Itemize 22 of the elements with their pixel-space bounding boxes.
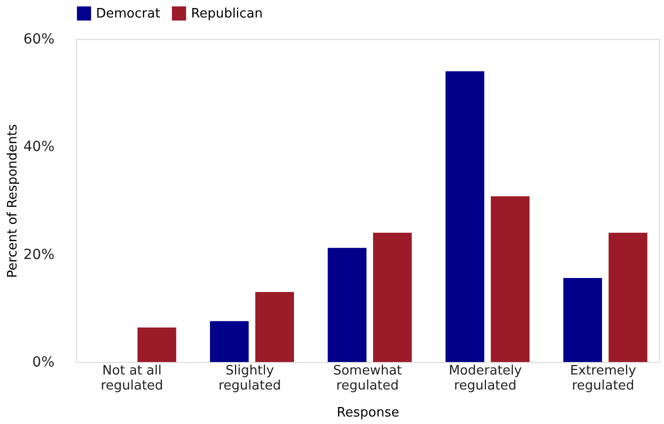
bar	[373, 232, 412, 362]
bar	[328, 248, 366, 362]
x-tick-label: Not at all regulated	[100, 364, 164, 394]
y-tick-label: 0%	[32, 354, 54, 370]
y-tick-label: 20%	[23, 246, 54, 263]
y-tick-label: 40%	[23, 139, 54, 156]
x-tick-label: Moderately regulated	[448, 364, 522, 394]
x-tick-label: Slightly regulated	[218, 364, 281, 394]
bar	[255, 292, 294, 362]
bar	[210, 321, 249, 362]
bar	[563, 278, 602, 362]
bar	[137, 328, 176, 362]
bar	[608, 232, 648, 362]
y-tick-label: 60%	[23, 32, 54, 48]
y-axis-title: Percent of Respondents	[5, 124, 20, 278]
bar	[446, 71, 484, 362]
bar	[490, 196, 530, 362]
x-axis-title: Response	[336, 406, 400, 420]
legend-label: Republican	[191, 6, 263, 22]
legend-label: Democrat	[96, 6, 160, 22]
x-tick-label: Somewhat regulated	[333, 364, 402, 394]
x-tick-label: Extremely regulated	[570, 364, 636, 394]
